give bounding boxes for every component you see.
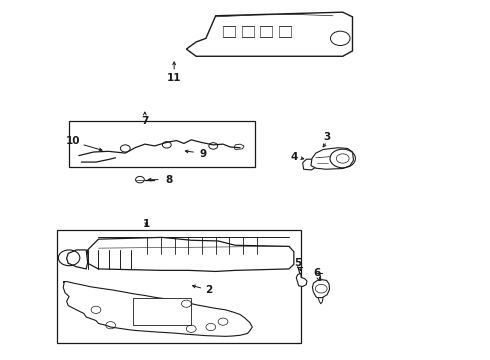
Bar [57,230,301,343]
Bar [69,121,255,167]
Polygon shape [313,280,330,298]
Text: 11: 11 [167,73,181,83]
Polygon shape [296,273,307,287]
Polygon shape [67,250,88,269]
Polygon shape [311,148,353,169]
Text: 7: 7 [141,116,148,126]
Polygon shape [63,282,252,336]
Text: 5: 5 [294,258,301,268]
Text: 9: 9 [200,149,207,159]
Text: 10: 10 [66,136,80,146]
Polygon shape [303,159,316,170]
Polygon shape [186,12,352,56]
Text: 4: 4 [290,152,297,162]
Text: 6: 6 [314,268,321,278]
Polygon shape [86,237,294,271]
Text: 1: 1 [143,219,150,229]
Text: 2: 2 [205,285,212,295]
Text: 8: 8 [166,175,173,185]
Text: 3: 3 [323,132,331,142]
Bar [133,298,191,325]
